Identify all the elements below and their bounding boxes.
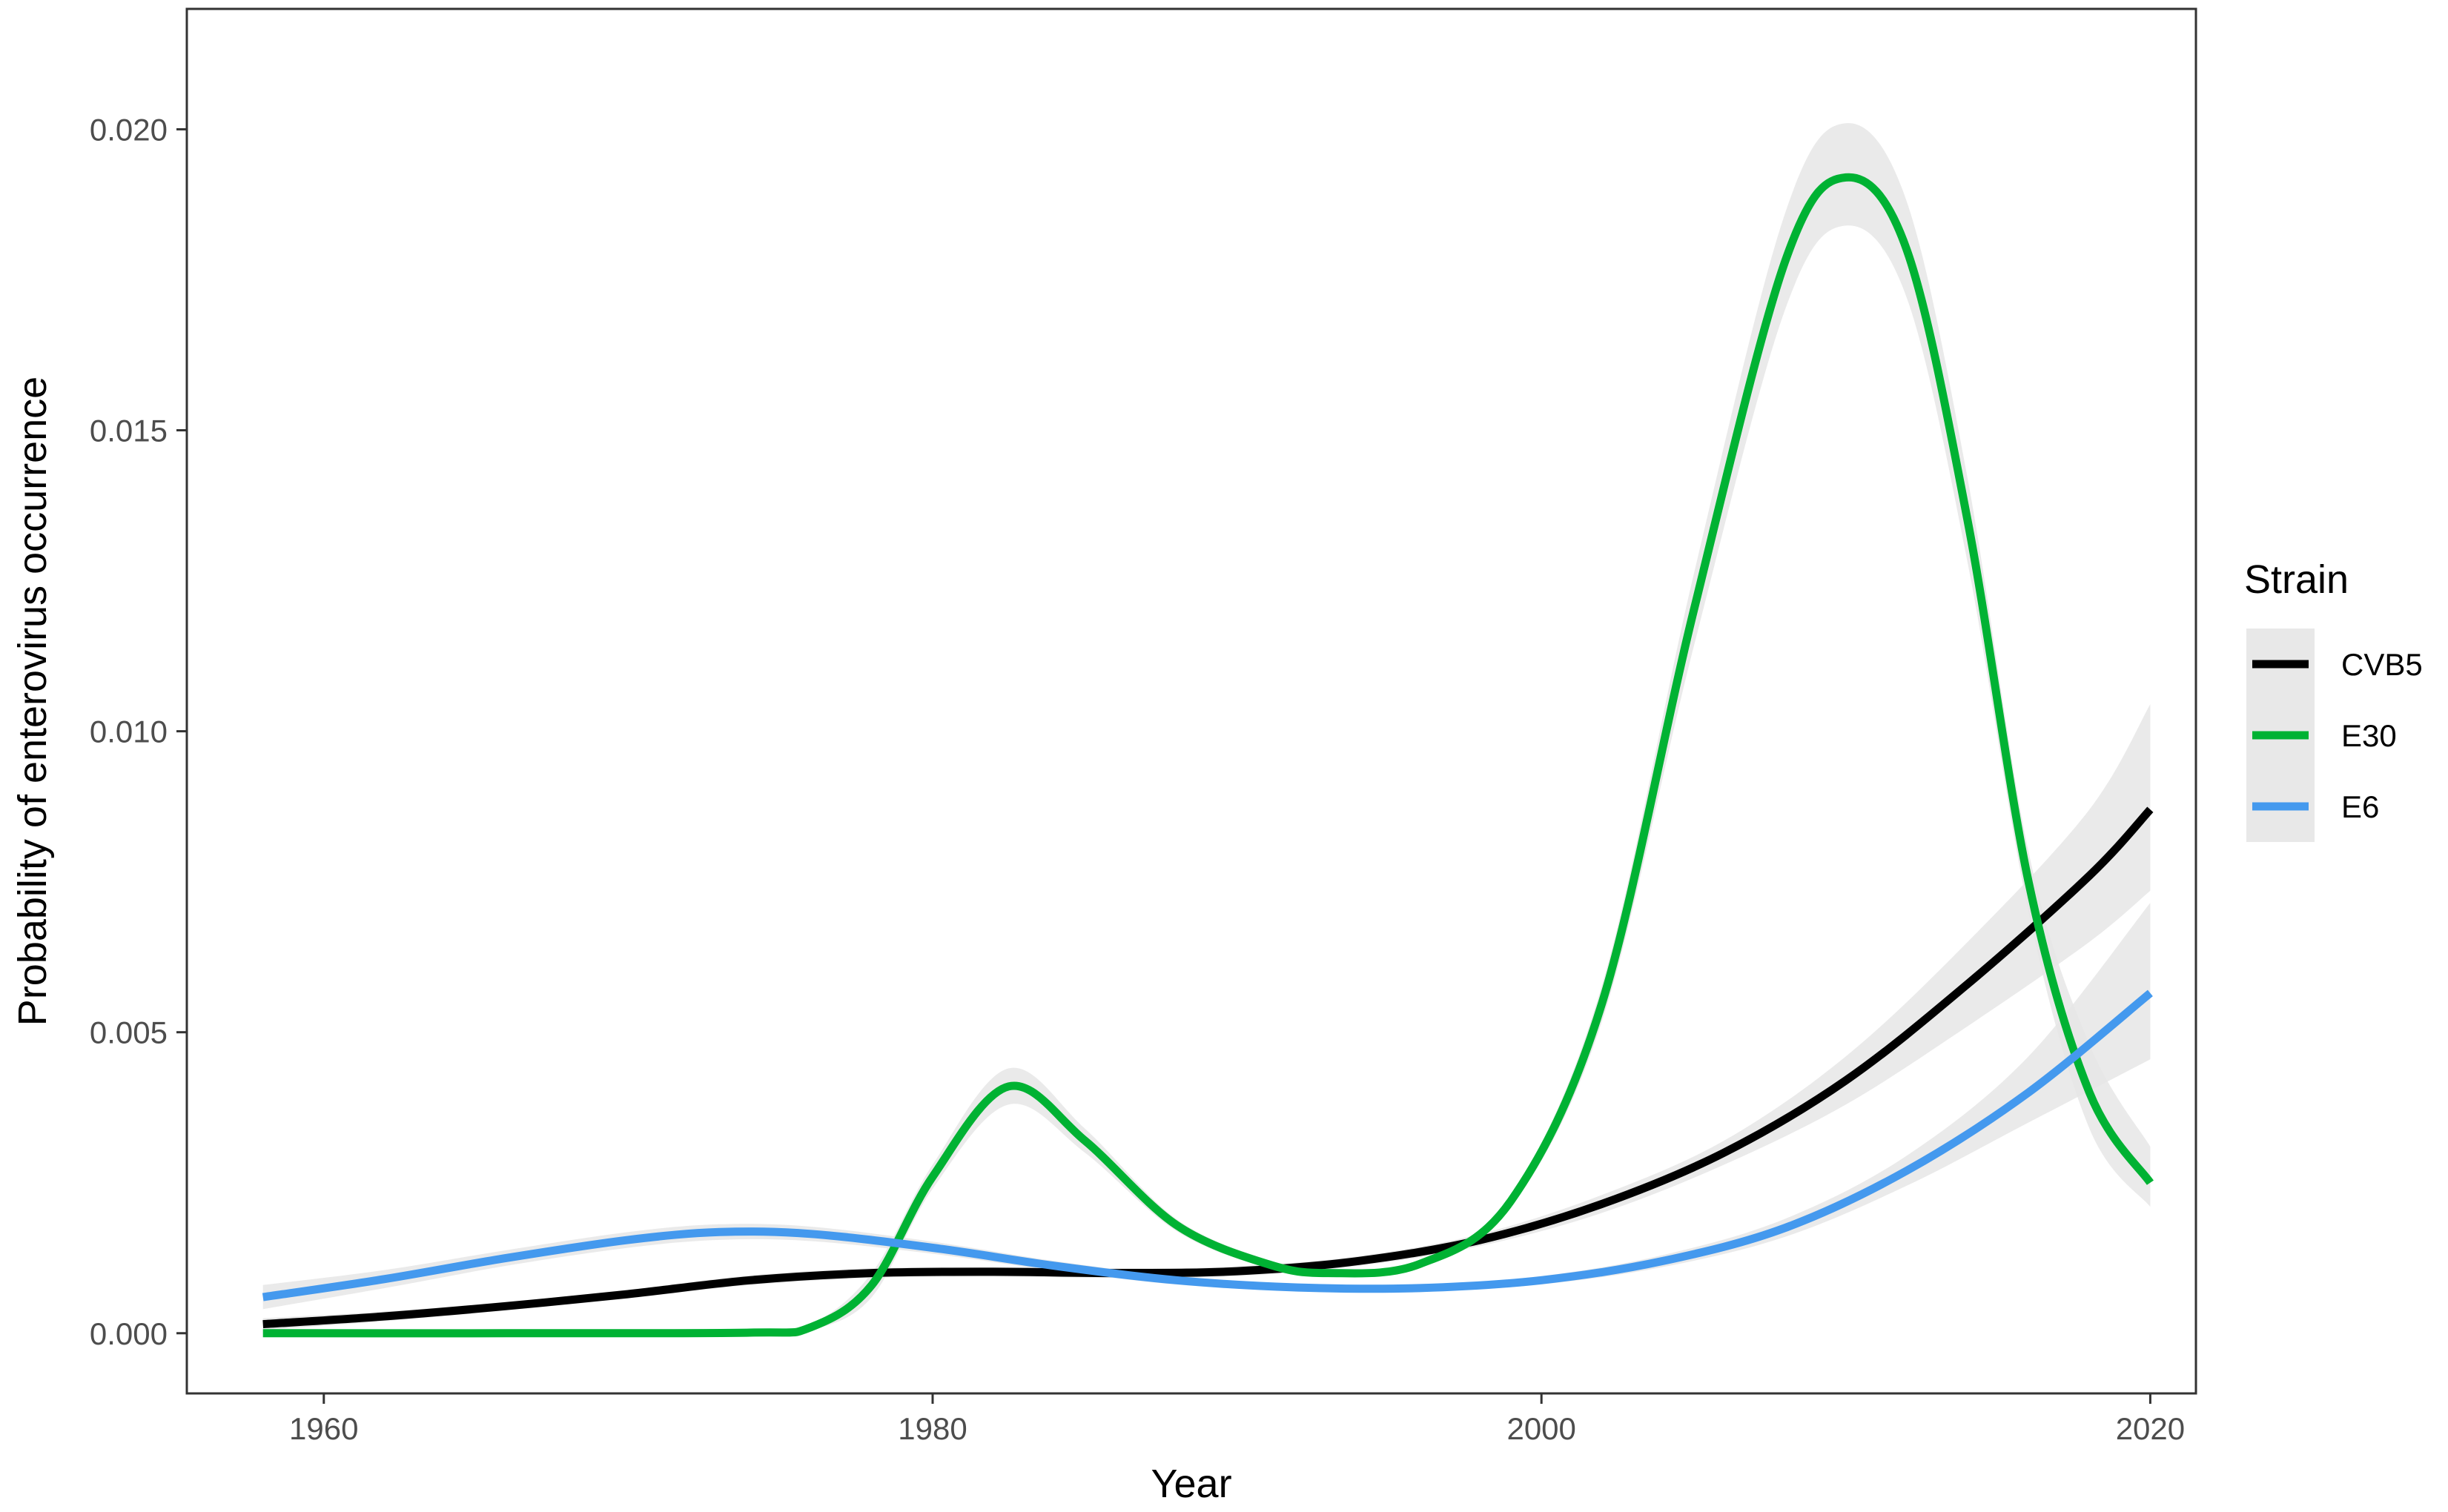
plot-panel-border	[185, 7, 2197, 1395]
x-tick-label: 2020	[2116, 1411, 2185, 1446]
series-line-e6	[262, 989, 2153, 1302]
y-axis: 0.000 0.005 0.010 0.015 0.020	[90, 112, 187, 1351]
x-tick-label: 1980	[898, 1411, 967, 1446]
y-axis-title: Probability of enterovirus occurrence	[10, 377, 55, 1026]
legend-label-e6: E6	[2341, 789, 2379, 824]
x-tick-label: 2000	[1506, 1411, 1575, 1446]
x-axis: 1960 1980 2000 2020	[289, 1393, 2185, 1446]
legend: Strain CVB5 E30 E6	[2244, 557, 2423, 842]
y-tick-label: 0.015	[90, 414, 168, 448]
legend-title: Strain	[2244, 557, 2349, 602]
series-line-e30	[262, 173, 2154, 1338]
y-tick-label: 0.020	[90, 112, 168, 147]
y-tick-label: 0.000	[90, 1316, 168, 1351]
legend-label-cvb5: CVB5	[2341, 647, 2423, 682]
y-tick-label: 0.005	[90, 1015, 168, 1050]
legend-label-e30: E30	[2341, 718, 2397, 753]
series-lines	[262, 173, 2154, 1338]
x-axis-title: Year	[1151, 1462, 1231, 1506]
x-tick-label: 1960	[289, 1411, 358, 1446]
series-line-cvb5	[262, 806, 2154, 1329]
y-tick-label: 0.010	[90, 714, 168, 749]
